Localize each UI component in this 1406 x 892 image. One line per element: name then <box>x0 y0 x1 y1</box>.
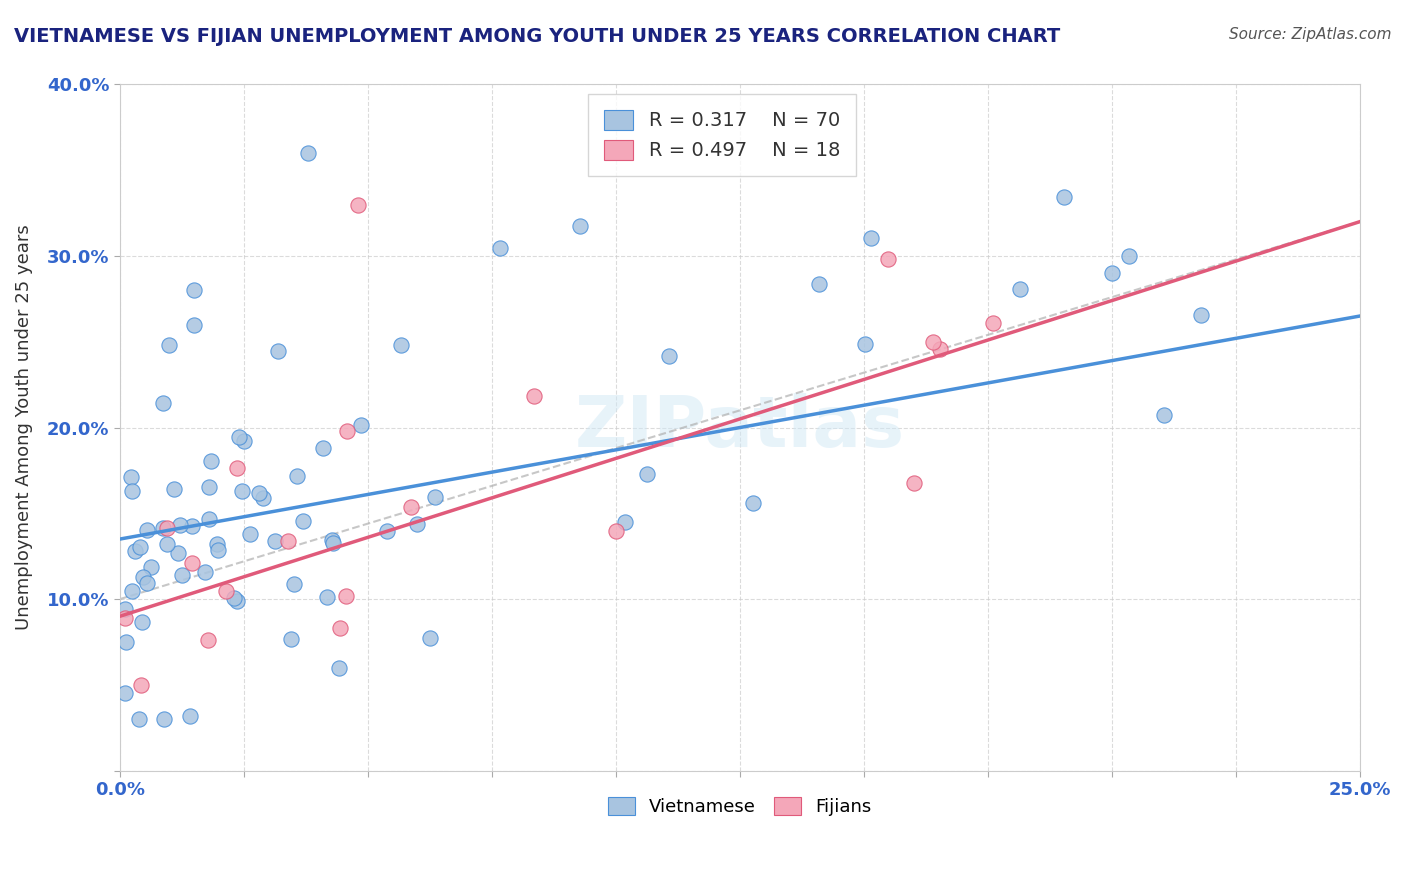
Point <box>136 523 159 537</box>
Point <box>489 241 512 255</box>
Point <box>855 337 877 351</box>
Point <box>568 219 591 233</box>
Point <box>981 316 1004 330</box>
Point <box>264 533 287 548</box>
Legend: Vietnamese, Fijians: Vietnamese, Fijians <box>600 789 879 823</box>
Point <box>136 575 159 590</box>
Point <box>222 591 245 605</box>
Point <box>605 524 627 538</box>
Point <box>114 602 136 616</box>
Point <box>636 467 658 481</box>
Point <box>226 593 249 607</box>
Point <box>423 491 446 505</box>
Point <box>280 632 302 646</box>
Point <box>124 543 146 558</box>
Point <box>614 515 637 529</box>
Point <box>141 559 163 574</box>
Text: ZIPatlas: ZIPatlas <box>575 393 905 462</box>
Point <box>181 557 204 571</box>
Point <box>322 536 344 550</box>
Point <box>283 577 305 591</box>
Point <box>157 338 180 352</box>
Point <box>179 709 201 723</box>
Point <box>121 483 143 498</box>
Point <box>311 441 333 455</box>
Point <box>114 610 136 624</box>
Point <box>405 517 427 532</box>
Point <box>128 712 150 726</box>
Point <box>1053 190 1076 204</box>
Text: Source: ZipAtlas.com: Source: ZipAtlas.com <box>1229 27 1392 42</box>
Point <box>129 678 152 692</box>
Point <box>169 517 191 532</box>
Point <box>228 430 250 444</box>
Point <box>336 424 359 438</box>
Point <box>231 483 253 498</box>
Point <box>347 197 370 211</box>
Point <box>329 621 352 635</box>
Point <box>375 524 398 539</box>
Point <box>922 335 945 350</box>
Point <box>928 343 950 357</box>
Point <box>1101 266 1123 280</box>
Point <box>120 470 142 484</box>
Point <box>129 540 152 554</box>
Point <box>807 277 830 291</box>
Point <box>183 318 205 332</box>
Point <box>166 546 188 560</box>
Point <box>247 485 270 500</box>
Point <box>419 632 441 646</box>
Point <box>197 633 219 648</box>
Point <box>1189 308 1212 322</box>
Text: VIETNAMESE VS FIJIAN UNEMPLOYMENT AMONG YOUTH UNDER 25 YEARS CORRELATION CHART: VIETNAMESE VS FIJIAN UNEMPLOYMENT AMONG … <box>14 27 1060 45</box>
Point <box>741 496 763 510</box>
Point <box>350 418 373 433</box>
Point <box>277 534 299 549</box>
Point <box>152 396 174 410</box>
Point <box>181 519 204 533</box>
Point <box>316 590 339 604</box>
Point <box>152 521 174 535</box>
Point <box>523 389 546 403</box>
Y-axis label: Unemployment Among Youth under 25 years: Unemployment Among Youth under 25 years <box>15 225 32 631</box>
Point <box>1010 282 1032 296</box>
Point <box>114 686 136 700</box>
Point <box>285 469 308 483</box>
Point <box>121 584 143 599</box>
Point <box>156 537 179 551</box>
Point <box>225 461 247 475</box>
Point <box>389 338 412 352</box>
Point <box>1153 408 1175 422</box>
Point <box>291 514 314 528</box>
Point <box>156 521 179 535</box>
Point <box>233 434 256 448</box>
Point <box>131 615 153 629</box>
Point <box>198 480 221 494</box>
Point <box>335 589 357 603</box>
Point <box>132 570 155 584</box>
Point <box>877 252 900 266</box>
Point <box>399 500 422 514</box>
Point <box>170 567 193 582</box>
Point <box>239 527 262 541</box>
Point <box>860 231 883 245</box>
Point <box>198 512 221 526</box>
Point <box>903 476 925 491</box>
Point <box>200 454 222 468</box>
Point <box>252 491 274 505</box>
Point <box>215 584 238 599</box>
Point <box>207 543 229 558</box>
Point <box>153 712 176 726</box>
Point <box>1118 249 1140 263</box>
Point <box>194 566 217 580</box>
Point <box>114 635 136 649</box>
Point <box>297 146 319 161</box>
Point <box>328 661 350 675</box>
Point <box>162 483 184 497</box>
Point <box>658 349 681 363</box>
Point <box>321 533 343 548</box>
Point <box>205 536 228 550</box>
Point <box>183 283 205 297</box>
Point <box>267 343 290 358</box>
